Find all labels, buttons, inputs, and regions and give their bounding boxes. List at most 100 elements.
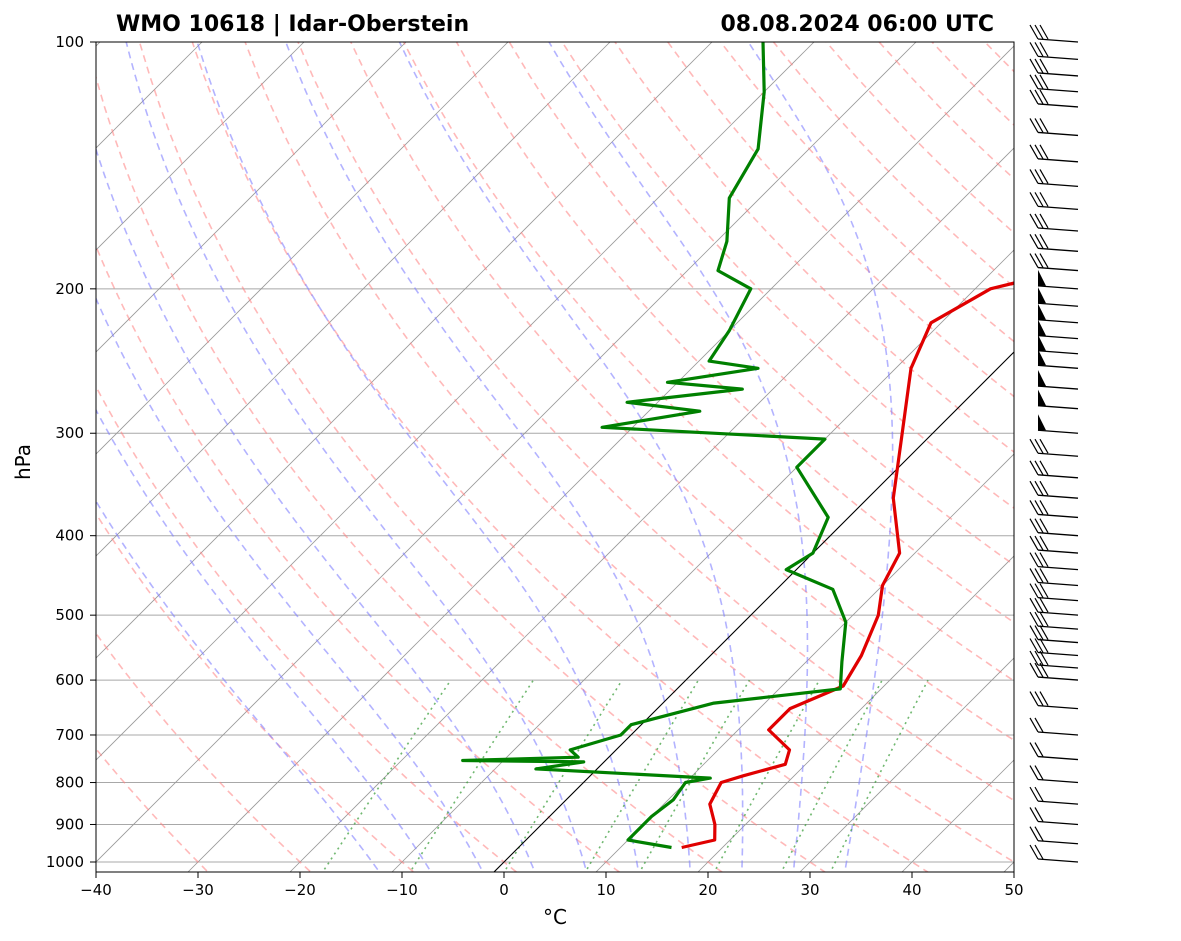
y-tick-label: 200 bbox=[55, 280, 84, 298]
wind-barb-staff bbox=[1037, 474, 1079, 479]
wind-barb bbox=[1029, 24, 1079, 43]
wind-barb-feather bbox=[1034, 500, 1044, 515]
wind-barb-feather bbox=[1034, 535, 1044, 551]
wind-barb-feather bbox=[1039, 24, 1049, 40]
wind-barb-staff bbox=[1037, 858, 1079, 863]
wind-barb-staff bbox=[1037, 88, 1079, 93]
wind-barb-staff bbox=[1037, 778, 1079, 784]
wind-barb-feather bbox=[1029, 58, 1039, 74]
wind-barb-feather bbox=[1034, 691, 1044, 706]
mixing-ratio-line bbox=[409, 679, 535, 872]
wind-barb bbox=[1037, 269, 1079, 290]
mixing-ratio-line bbox=[584, 679, 700, 872]
wind-barb-staff bbox=[1037, 800, 1079, 805]
wind-barb-feather bbox=[1039, 42, 1049, 57]
wind-barb-staff bbox=[1037, 38, 1079, 43]
wind-barb-staff bbox=[1037, 182, 1079, 188]
wind-barb bbox=[1029, 765, 1079, 784]
y-axis: 1000 900 800 700 600 500 400 300 200 100 bbox=[46, 33, 96, 871]
wind-barb bbox=[1037, 414, 1079, 434]
wind-barb-feather bbox=[1029, 192, 1039, 207]
wind-barb-feather bbox=[1034, 625, 1044, 640]
wind-barb-pennant bbox=[1038, 319, 1046, 336]
isotherm-line bbox=[96, 42, 917, 863]
y-tick-label: 600 bbox=[55, 671, 84, 689]
wind-barb-pennant bbox=[1038, 269, 1046, 286]
wind-barb-staff bbox=[1037, 131, 1079, 137]
wind-barb-feather bbox=[1039, 192, 1049, 207]
wind-barb-feather bbox=[1029, 568, 1039, 583]
wind-barb bbox=[1037, 389, 1079, 410]
wind-barb bbox=[1029, 625, 1079, 644]
moist-adiabat bbox=[548, 42, 809, 872]
wind-barb-feather bbox=[1039, 597, 1049, 613]
wind-barb-feather bbox=[1034, 518, 1044, 533]
wind-barb-feather bbox=[1029, 638, 1039, 653]
wind-barb-staff bbox=[1037, 158, 1079, 163]
wind-barb-feather bbox=[1039, 169, 1049, 184]
isotherm-line bbox=[96, 42, 611, 557]
wind-barb bbox=[1029, 742, 1079, 761]
mixing-ratio-line bbox=[503, 679, 623, 872]
wind-barb-feather bbox=[1029, 717, 1039, 733]
isotherm-line bbox=[96, 42, 509, 455]
wind-barb-staff bbox=[1037, 302, 1079, 307]
wind-barb-feather bbox=[1039, 74, 1049, 90]
wind-barb-feather bbox=[1034, 169, 1044, 184]
wind-barb-feather bbox=[1039, 89, 1049, 105]
wind-barb-staff bbox=[1037, 72, 1079, 77]
y-tick-label: 400 bbox=[55, 527, 84, 545]
wind-barb-staff bbox=[1037, 429, 1079, 434]
wind-barb-feather bbox=[1039, 213, 1049, 229]
wind-barb-staff bbox=[1037, 405, 1079, 410]
wind-barb-feather bbox=[1034, 568, 1044, 583]
isotherm-line bbox=[697, 555, 1014, 872]
dry-adiabat bbox=[772, 42, 1014, 288]
wind-barb bbox=[1029, 118, 1079, 137]
wind-barb-feather bbox=[1034, 765, 1044, 780]
dry-adiabat bbox=[96, 512, 415, 872]
freezing-level-line bbox=[493, 351, 1014, 872]
wind-barb-feather bbox=[1034, 192, 1044, 207]
wind-barb-feather bbox=[1029, 144, 1039, 160]
dry-adiabat bbox=[96, 244, 621, 872]
wind-barb-feather bbox=[1039, 662, 1049, 678]
wind-barb-feather bbox=[1034, 118, 1044, 133]
moist-adiabat bbox=[96, 146, 536, 872]
wind-barb-feather bbox=[1034, 826, 1044, 842]
wind-barb bbox=[1029, 568, 1079, 587]
wind-barb bbox=[1037, 287, 1079, 307]
wind-barb-feather bbox=[1029, 691, 1039, 706]
isotherm-line bbox=[289, 147, 1014, 872]
wind-barb-feather bbox=[1029, 518, 1039, 533]
wind-barb-pennant bbox=[1038, 349, 1046, 366]
isotherm-line bbox=[595, 453, 1014, 872]
dry-adiabat bbox=[667, 42, 1014, 398]
wind-barb-staff bbox=[1037, 334, 1079, 340]
wind-barb-feather bbox=[1034, 717, 1044, 733]
dry-adiabat bbox=[96, 74, 724, 872]
wind-barb-feather bbox=[1039, 568, 1049, 583]
x-tick-label: −30 bbox=[182, 881, 214, 899]
wind-barb-staff bbox=[1037, 840, 1079, 845]
temperature-profile bbox=[681, 281, 1014, 850]
y-tick-label: 700 bbox=[55, 726, 84, 744]
isotherm-line bbox=[799, 657, 1014, 872]
wind-barb-staff bbox=[1037, 513, 1079, 519]
wind-barb-feather bbox=[1029, 42, 1039, 57]
x-axis-label: °C bbox=[543, 905, 567, 929]
x-axis: −40 −30 −20 −10 0 10 20 30 40 50 bbox=[80, 872, 1024, 899]
wind-barb-feather bbox=[1034, 74, 1044, 90]
wind-barb-pennant bbox=[1038, 370, 1046, 387]
wind-barb-feather bbox=[1039, 518, 1049, 533]
y-tick-label: 500 bbox=[55, 606, 84, 624]
dry-adiabat bbox=[878, 42, 1014, 180]
wind-barb-feather bbox=[1034, 611, 1044, 627]
wind-barb-feather bbox=[1029, 253, 1039, 268]
background-lines bbox=[96, 42, 1014, 872]
wind-barb-feather bbox=[1029, 169, 1039, 184]
wind-barb-feather bbox=[1034, 742, 1044, 757]
wind-barb bbox=[1029, 192, 1079, 211]
dry-adiabat bbox=[455, 42, 1014, 624]
wind-barb-staff bbox=[1037, 103, 1079, 108]
